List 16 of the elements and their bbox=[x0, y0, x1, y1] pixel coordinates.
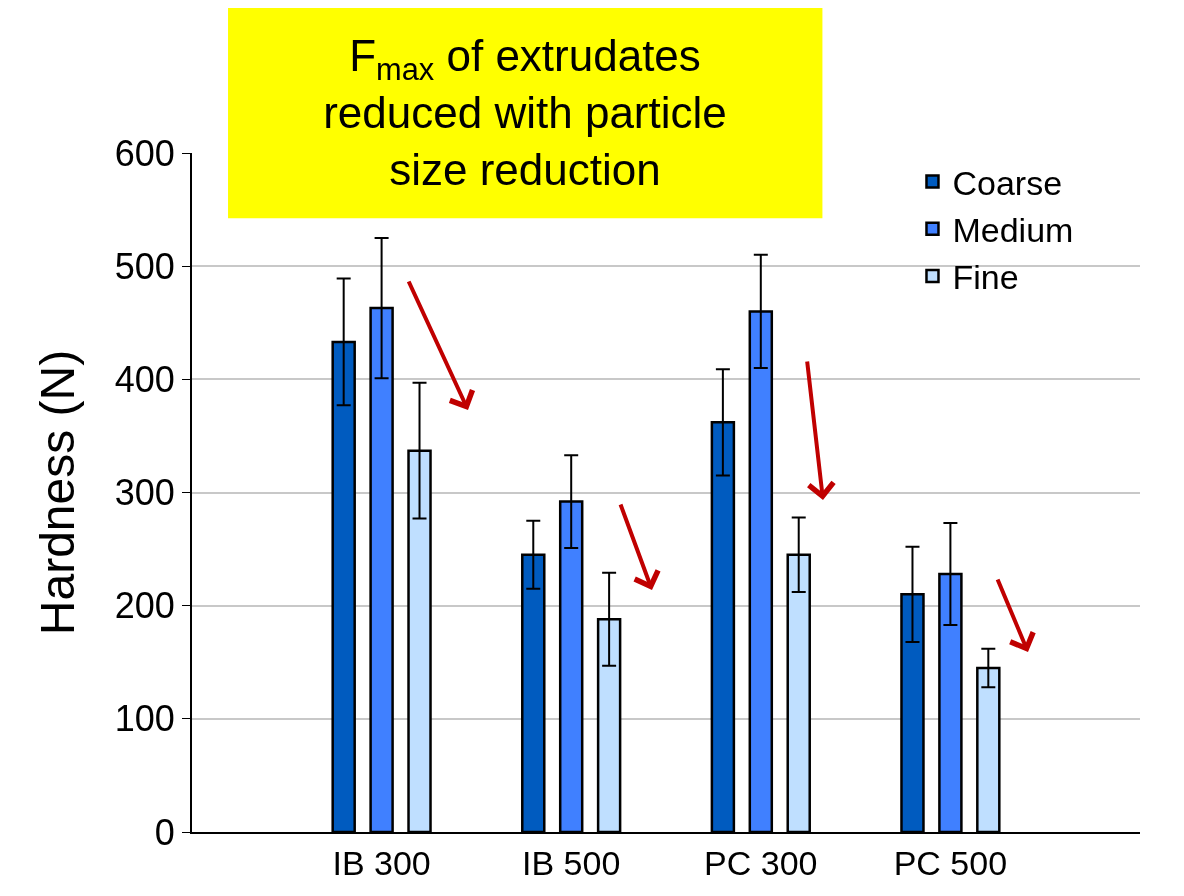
x-tick-label: PC 500 bbox=[893, 843, 1008, 882]
y-tick-label: 200 bbox=[114, 585, 175, 627]
y-tick-label: 400 bbox=[114, 358, 175, 400]
x-tick-label: IB 300 bbox=[332, 843, 431, 882]
y-tick-label: 0 bbox=[154, 811, 175, 853]
legend-label: Medium bbox=[952, 211, 1074, 250]
x-tick-label: IB 500 bbox=[522, 843, 621, 882]
y-tick-label: 600 bbox=[114, 132, 175, 174]
y-tick-label: 100 bbox=[114, 698, 175, 740]
y-tick-label: 300 bbox=[114, 472, 175, 514]
x-tick-label: PC 300 bbox=[704, 843, 818, 882]
y-tick-label: 500 bbox=[114, 245, 175, 287]
legend-label: Coarse bbox=[952, 163, 1063, 202]
legend-label: Fine bbox=[952, 258, 1019, 297]
chart-title: F$_{max}$ of extrudates reduced with particle size reduction bbox=[323, 31, 727, 195]
y-axis-title: Hardness (N) bbox=[30, 349, 84, 636]
